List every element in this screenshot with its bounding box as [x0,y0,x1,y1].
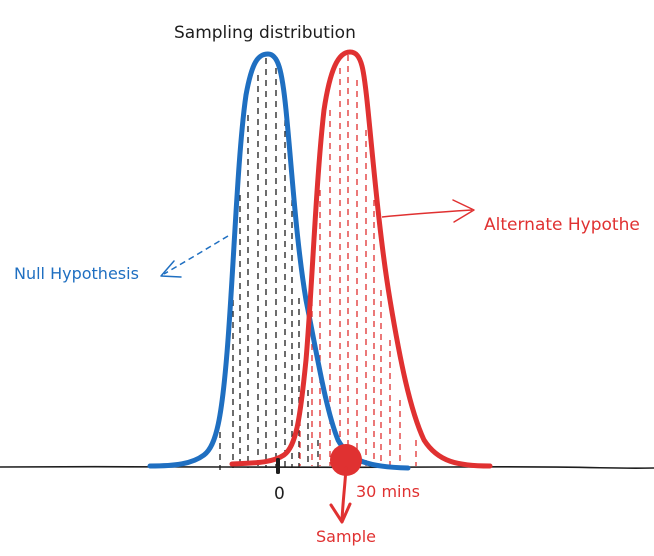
null-distribution-curve [147,51,411,471]
sample-arrowhead-icon [329,502,352,524]
alternate-distribution-dashes [299,55,417,466]
null-distribution-dashes [219,58,319,470]
alternate-hypothesis-arrow [381,209,473,218]
zero-tick-mark [276,458,280,474]
null-arrowhead-icon [160,260,182,278]
alternate-distribution-curve [229,49,493,469]
sample-arrow [340,466,348,522]
sample-point [330,444,362,476]
zero-tick-label: 0 [274,484,285,504]
diagram-title: Sampling distribution [174,23,356,43]
x-axis [0,465,654,470]
alternate-hypothesis-label: Alternate Hypothe [484,215,640,235]
alternate-arrowhead-icon [452,199,475,223]
sample-label: Sample [316,527,376,546]
null-hypothesis-label: Null Hypothesis [14,264,139,283]
null-hypothesis-arrow [163,235,229,275]
thirty-mins-label: 30 mins [356,482,420,501]
